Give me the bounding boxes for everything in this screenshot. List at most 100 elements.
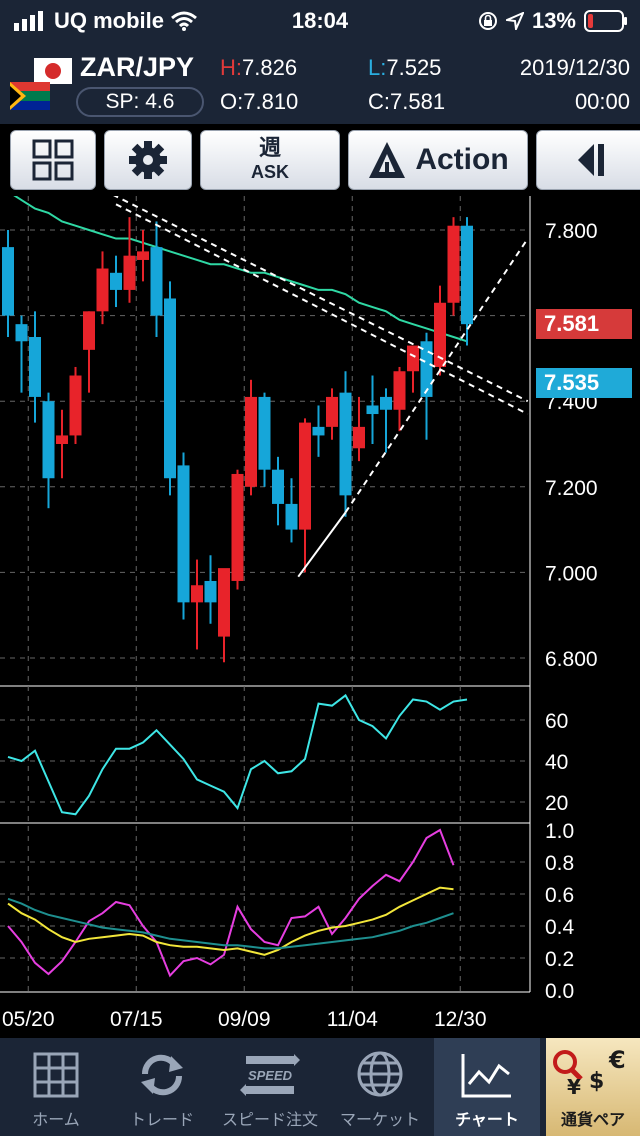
y-tick-label: 0.0: [545, 980, 574, 1003]
candle-body: [434, 302, 446, 367]
gear-icon: [129, 141, 167, 179]
period-side-button[interactable]: 週 ASK: [200, 130, 340, 190]
currency-pair-title[interactable]: ZAR/JPY: [80, 52, 195, 82]
low-label: L:: [368, 55, 387, 80]
candle-body: [285, 503, 298, 530]
chart-area[interactable]: 05/20 07/15 09/09 11/04 12/30 7.800 7.400 7.200…: [0, 196, 640, 1032]
rotation-lock-icon: [478, 12, 497, 30]
y-tick-label: 20: [545, 792, 568, 815]
chart-toolbar: 週 ASK Action: [0, 124, 640, 196]
y-tick-label: 60: [545, 710, 568, 733]
high-label: H:: [220, 55, 242, 80]
x-tick-label: 11/04: [327, 1008, 378, 1031]
period-label: 週: [258, 136, 281, 161]
y-tick-label: 7.000: [545, 562, 598, 585]
candle-body: [393, 371, 406, 410]
open-label: O:: [220, 89, 244, 114]
candle-body: [272, 469, 284, 504]
open-value: 7.810: [243, 89, 299, 114]
candle-body: [231, 473, 244, 581]
trendline: [297, 511, 347, 578]
high-value: 7.826: [242, 55, 298, 80]
close-value-row: C:7.581: [368, 89, 445, 115]
y-tick-label: 7.200: [545, 477, 598, 500]
close-label: C:: [368, 89, 390, 114]
bottom-tab-bar: ホーム トレード SPEED スピード注文 マーケット: [0, 1038, 640, 1136]
globe-icon: [357, 1051, 403, 1097]
bid-price-tag: 7.535: [536, 368, 632, 399]
signal-icon: [14, 11, 43, 31]
collapse-panel-button[interactable]: [536, 130, 640, 190]
open-value-row: O:7.810: [220, 89, 298, 115]
svg-text:€: €: [608, 1046, 626, 1074]
home-grid-icon: [33, 1052, 79, 1098]
trade-arrows-icon: [141, 1054, 183, 1096]
low-value-row: L:7.525: [368, 55, 441, 81]
tab-trade[interactable]: トレード: [112, 1038, 212, 1136]
carrier-name: UQ mobile: [54, 8, 165, 33]
tab-trade-label: トレード: [129, 1112, 194, 1129]
candle-body: [69, 375, 82, 436]
layout-button[interactable]: [10, 130, 96, 190]
candle-body: [447, 225, 460, 303]
speed-icon-text: SPEED: [248, 1068, 293, 1083]
ask-price-tag: 7.581: [536, 308, 632, 339]
action-icon: [369, 142, 406, 178]
candle-body: [150, 247, 163, 316]
tab-currency-pair[interactable]: € ¥ $ 通貨ペア: [546, 1038, 640, 1136]
candle-body: [137, 251, 149, 260]
y-tick-label: 1.0: [545, 820, 574, 843]
candle-body: [164, 298, 176, 479]
tab-chart-label: チャート: [455, 1112, 519, 1129]
moving-average-line: [13, 196, 468, 343]
currency-flags-icon[interactable]: [8, 56, 74, 112]
svg-text:¥: ¥: [567, 1075, 581, 1099]
rsi-line: [7, 693, 468, 816]
candle-body: [42, 401, 55, 479]
collapse-left-icon: [578, 144, 604, 176]
tab-currency-pair-label: 通貨ペア: [560, 1112, 625, 1129]
candle-body: [83, 311, 95, 350]
candle-body: [245, 396, 257, 487]
candle-time: 00:00: [574, 89, 630, 114]
y-tick-label: 0.2: [545, 948, 574, 971]
candle-body: [191, 585, 203, 603]
candle-body: [15, 324, 28, 342]
y-tick-label: 0.6: [545, 884, 574, 907]
y-tick-label: 40: [545, 751, 568, 774]
candle-body: [123, 255, 136, 290]
y-tick-label: 6.800: [545, 648, 598, 671]
x-tick-label: 09/09: [218, 1008, 271, 1031]
currency-pair-icon: € ¥ $: [553, 1046, 626, 1099]
high-value-row: H:7.826: [220, 55, 297, 81]
x-tick-label: 05/20: [2, 1008, 55, 1031]
candle-body: [366, 405, 379, 415]
candle-body: [380, 396, 392, 410]
candle-body: [461, 225, 473, 325]
candle-body: [218, 568, 230, 637]
y-tick-label: 0.8: [545, 852, 574, 875]
candle-body: [339, 392, 352, 496]
candle-body: [29, 337, 41, 397]
battery-percent: 13%: [531, 8, 576, 33]
candle-body: [299, 422, 311, 530]
x-tick-label: 12/30: [434, 1008, 487, 1031]
tab-speed-order[interactable]: SPEED スピード注文: [220, 1038, 320, 1136]
stochastic-slow-line: [7, 897, 454, 950]
wifi-icon: [171, 11, 197, 31]
svg-text:$: $: [589, 1069, 604, 1094]
candle-body: [407, 345, 419, 372]
candle-body: [420, 341, 433, 397]
tab-chart[interactable]: チャート: [434, 1038, 540, 1136]
candle-body: [326, 396, 338, 427]
grid-layout-icon: [32, 139, 74, 181]
chart-canvas[interactable]: 05/20 07/15 09/09 11/04 12/307.8007.4007.200…: [0, 196, 640, 1032]
y-tick-label: 7.800: [545, 220, 598, 243]
candle-body: [2, 247, 14, 316]
tab-market[interactable]: マーケット: [330, 1038, 430, 1136]
tab-home-label: ホーム: [32, 1112, 80, 1129]
settings-button[interactable]: [104, 130, 192, 190]
candle-date: 2019/12/30: [519, 55, 630, 80]
tab-home[interactable]: ホーム: [6, 1038, 106, 1136]
action-button[interactable]: Action: [348, 130, 528, 190]
